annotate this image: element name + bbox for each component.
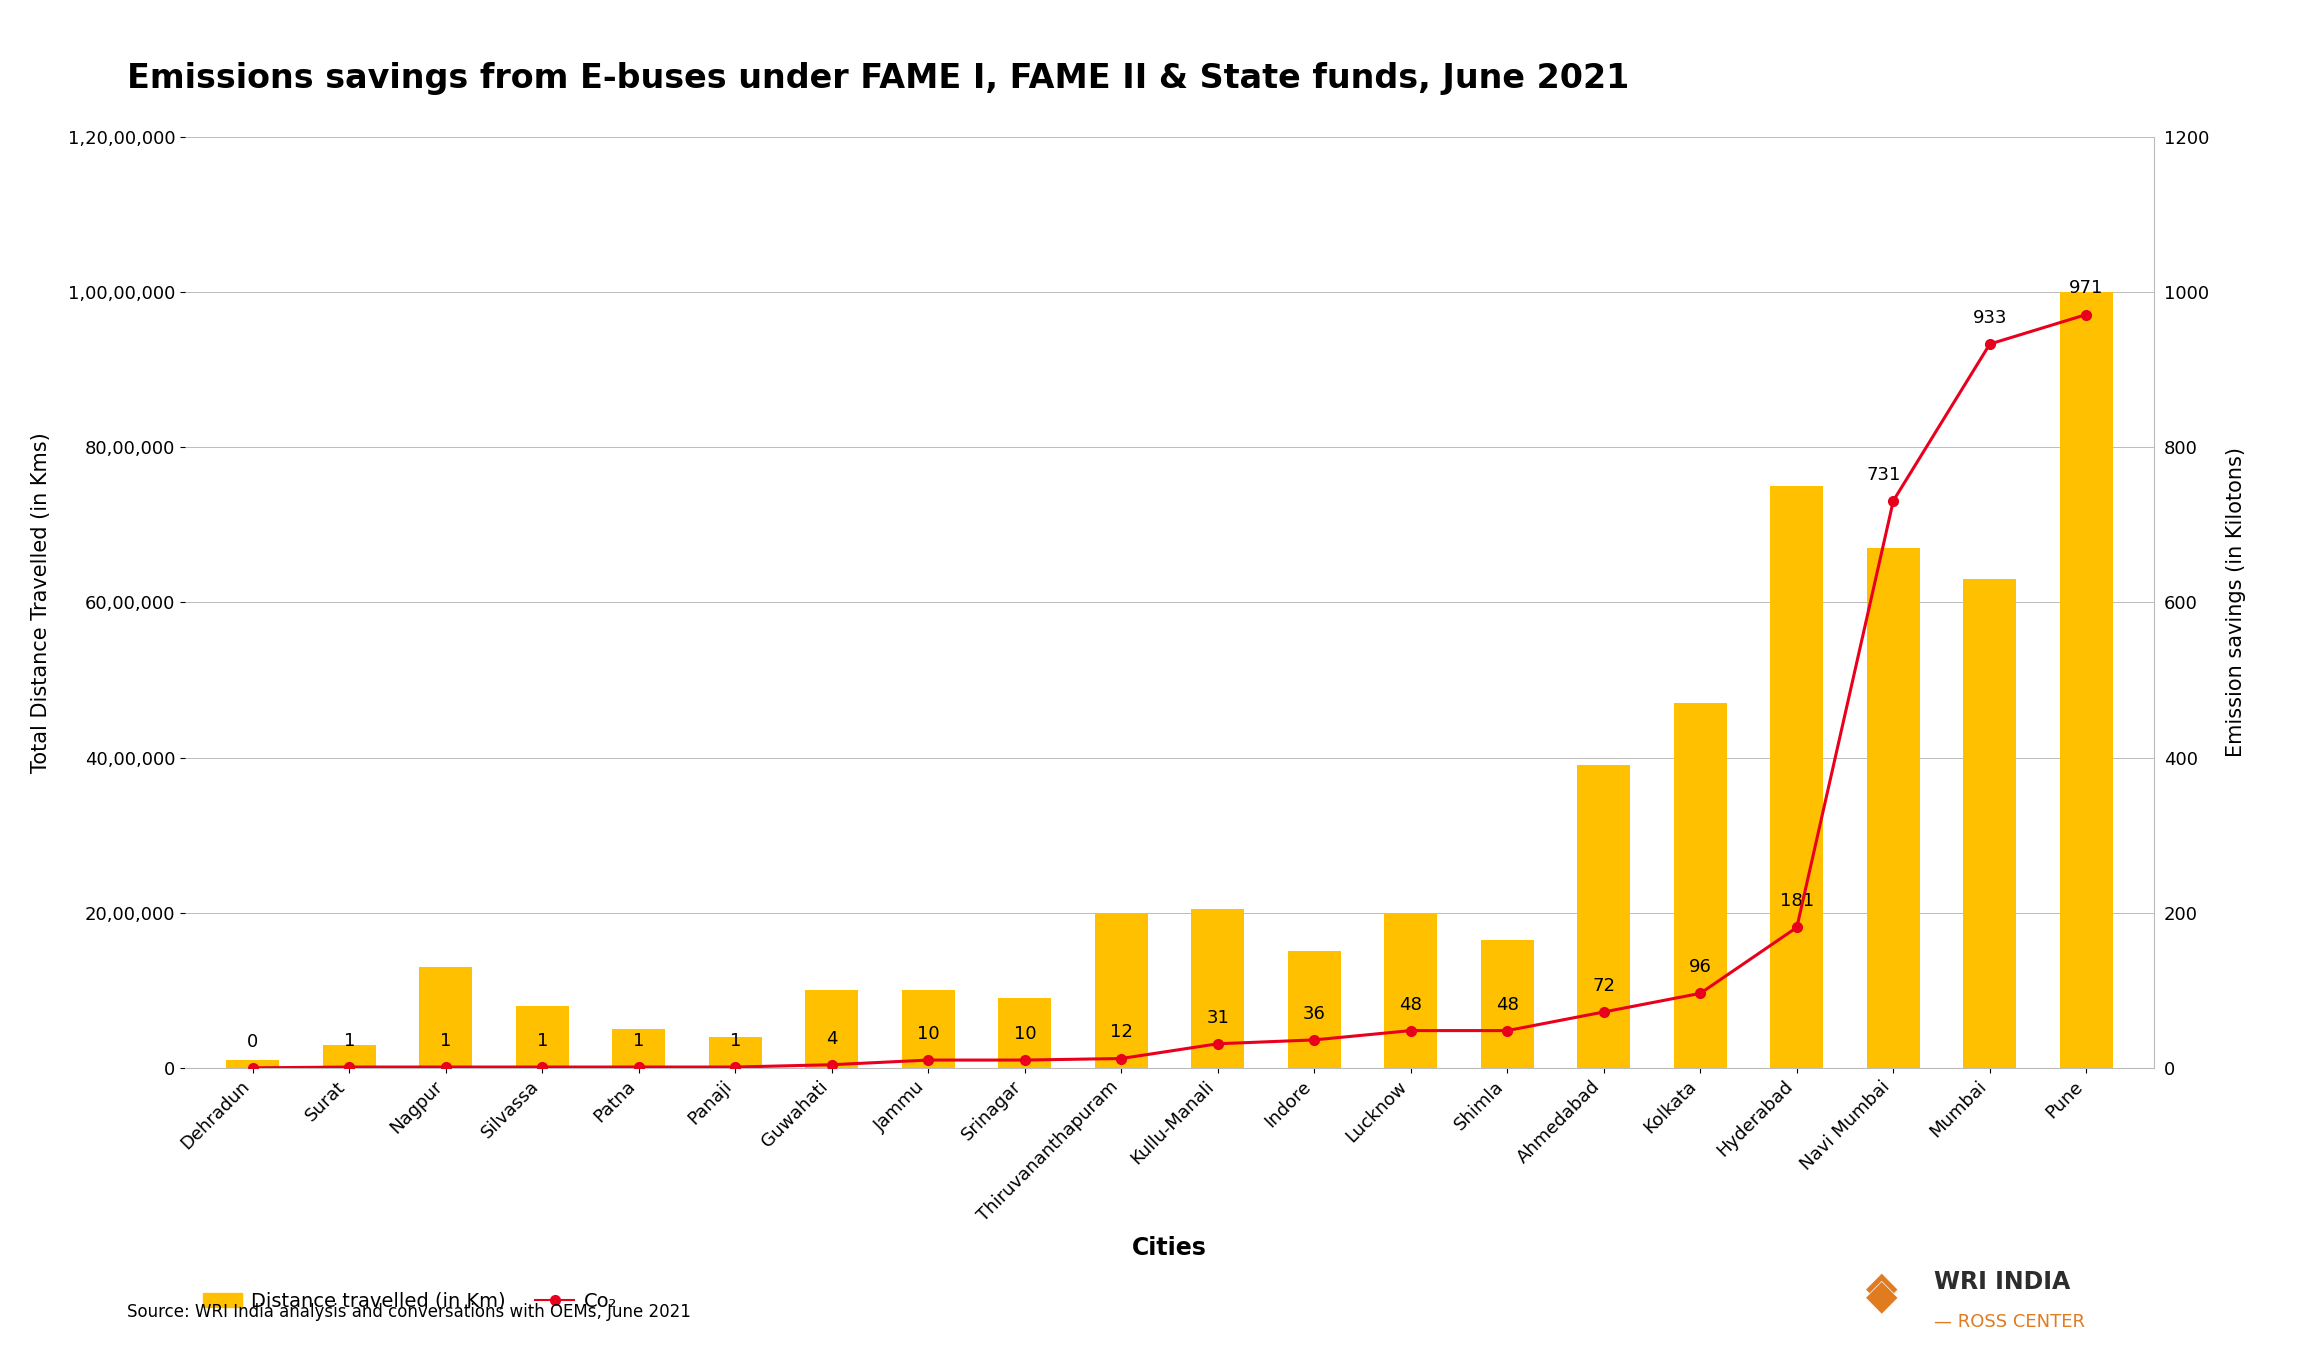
Text: 1: 1: [440, 1032, 452, 1050]
Polygon shape: [1867, 1281, 1899, 1314]
Bar: [1577, 765, 1630, 1068]
Bar: [806, 990, 859, 1068]
Bar: [1769, 486, 1823, 1068]
Y-axis label: Total Distance Travelled (in Kms): Total Distance Travelled (in Kms): [32, 433, 51, 772]
Bar: [322, 1045, 375, 1068]
Bar: [2059, 292, 2112, 1068]
Text: 181: 181: [1779, 893, 1813, 910]
Bar: [516, 1006, 570, 1068]
Bar: [709, 1036, 762, 1068]
Text: 48: 48: [1496, 995, 1519, 1013]
Text: WRI INDIA: WRI INDIA: [1934, 1269, 2071, 1294]
Bar: [1480, 939, 1533, 1068]
Text: 31: 31: [1207, 1009, 1230, 1027]
Bar: [1288, 951, 1341, 1068]
Text: 1: 1: [537, 1032, 549, 1050]
Text: Source: WRI India analysis and conversations with OEMs, June 2021: Source: WRI India analysis and conversat…: [127, 1303, 690, 1321]
Bar: [998, 998, 1051, 1068]
Bar: [1964, 579, 2017, 1068]
Text: 12: 12: [1109, 1024, 1133, 1042]
Text: 731: 731: [1867, 465, 1901, 483]
Bar: [419, 967, 472, 1068]
Text: 96: 96: [1688, 958, 1712, 976]
Text: 10: 10: [917, 1025, 940, 1043]
Text: 1: 1: [730, 1032, 741, 1050]
Text: 72: 72: [1593, 977, 1614, 995]
Polygon shape: [1867, 1273, 1899, 1306]
Text: 36: 36: [1304, 1005, 1325, 1023]
Bar: [1674, 704, 1728, 1068]
Text: 1: 1: [632, 1032, 644, 1050]
Text: 1: 1: [343, 1032, 354, 1050]
Text: 10: 10: [1014, 1025, 1035, 1043]
Text: 4: 4: [827, 1029, 838, 1047]
Text: — ROSS CENTER: — ROSS CENTER: [1934, 1313, 2084, 1331]
Text: Emissions savings from E-buses under FAME I, FAME II & State funds, June 2021: Emissions savings from E-buses under FAM…: [127, 62, 1630, 94]
Text: 971: 971: [2068, 279, 2103, 297]
Bar: [227, 1060, 280, 1068]
Y-axis label: Emission savings (in Kilotons): Emission savings (in Kilotons): [2226, 448, 2247, 757]
Bar: [1867, 548, 1920, 1068]
Text: 933: 933: [1973, 309, 2008, 327]
Bar: [1385, 913, 1438, 1068]
Text: 48: 48: [1399, 995, 1422, 1013]
Bar: [1095, 913, 1149, 1068]
Legend: Distance travelled (in Km), Co₂: Distance travelled (in Km), Co₂: [195, 1284, 625, 1318]
Bar: [611, 1029, 665, 1068]
Text: 0: 0: [248, 1032, 259, 1051]
Bar: [901, 990, 954, 1068]
Bar: [1190, 909, 1244, 1068]
X-axis label: Cities: Cities: [1133, 1236, 1207, 1261]
